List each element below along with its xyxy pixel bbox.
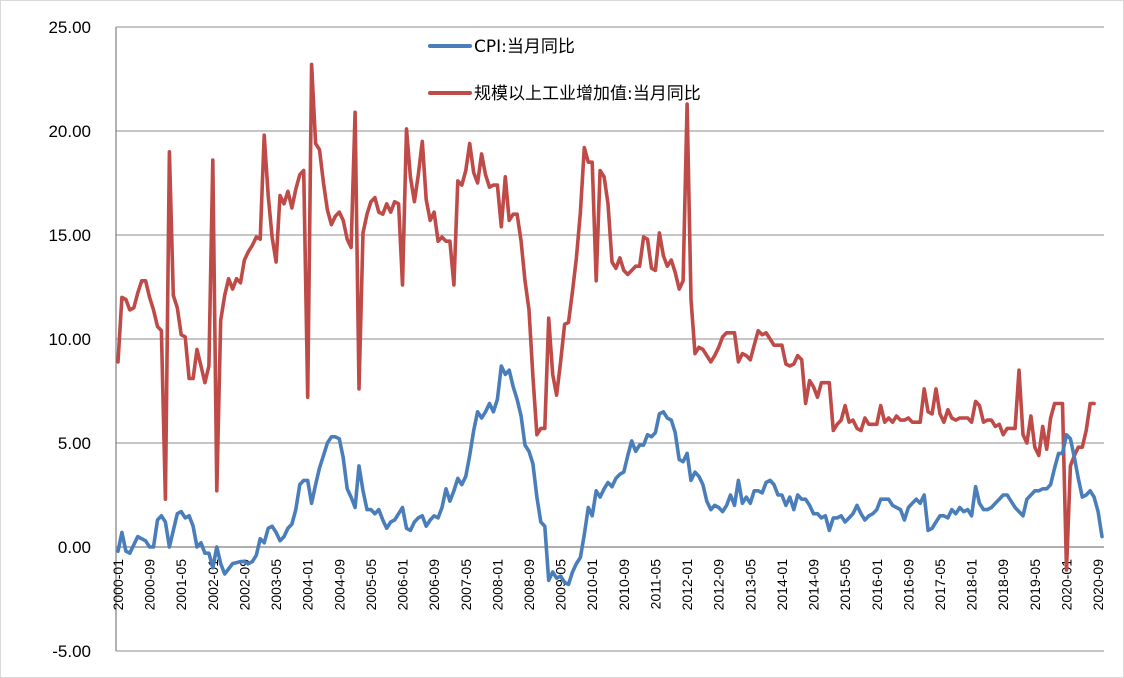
x-tick-label: 2011-05: [647, 559, 663, 610]
x-tick-label: 2004-09: [331, 559, 347, 611]
x-tick-label: 2013-05: [742, 559, 758, 611]
x-tick-label: 2002-01: [205, 559, 221, 611]
legend: CPI:当月同比 规模以上工业增加值:当月同比: [428, 37, 701, 104]
x-tick-label: 2019-05: [1027, 559, 1043, 611]
x-tick-label: 2014-09: [806, 559, 822, 611]
x-tick-label: 2000-01: [110, 559, 126, 611]
series: [116, 62, 1104, 587]
x-tick-label: 2020-09: [1090, 559, 1106, 611]
y-tick-label: 0.00: [58, 538, 91, 557]
x-tick-label: 2010-01: [584, 559, 600, 611]
x-tick-label: 2009-05: [553, 559, 569, 611]
x-tick-label: 2012-09: [711, 559, 727, 611]
x-tick-label: 2005-05: [363, 559, 379, 611]
series-line-cpi: [116, 364, 1104, 587]
legend-label-cpi: CPI:当月同比: [474, 37, 575, 57]
x-tick-label: 2014-01: [774, 559, 790, 611]
y-tick-label: 15.00: [48, 226, 91, 245]
x-tick-label: 2018-09: [995, 559, 1011, 611]
y-tick-label: 25.00: [48, 18, 91, 37]
x-tick-label: 2003-05: [268, 559, 284, 611]
x-tick-label: 2008-09: [521, 559, 537, 611]
x-tick-label: 2016-09: [900, 559, 916, 611]
x-tick-label: 2015-05: [837, 559, 853, 611]
x-tick-label: 2017-05: [932, 559, 948, 611]
x-tick-label: 2006-01: [395, 559, 411, 611]
x-tick-label: 2010-09: [616, 559, 632, 611]
x-tick-label: 2001-05: [173, 559, 189, 611]
x-tick-label: 2016-01: [869, 559, 885, 611]
legend-label-industrial-output: 规模以上工业增加值:当月同比: [474, 84, 701, 104]
x-tick-label: 2004-01: [300, 559, 316, 611]
gridlines: [116, 26, 1104, 652]
y-tick-label: -5.00: [52, 642, 91, 661]
y-tick-label: 10.00: [48, 330, 91, 349]
x-tick-label: 2002-09: [236, 559, 252, 611]
x-tick-label: 2000-09: [142, 559, 158, 611]
y-tick-label: 20.00: [48, 122, 91, 141]
series-line-industrial-output: [116, 62, 1096, 572]
x-tick-label: 2007-05: [458, 559, 474, 611]
x-tick-label: 2018-01: [964, 559, 980, 611]
x-axis: 2000-01 2000-09 2001-05 2002-01 2002-09 2003-…: [110, 546, 1106, 611]
y-tick-label: 5.00: [58, 434, 91, 453]
x-tick-label: 2006-09: [426, 559, 442, 611]
x-tick-label: 2012-01: [679, 559, 695, 611]
x-tick-label: 2020-01: [1058, 559, 1074, 611]
x-tick-label: 2008-01: [489, 559, 505, 611]
